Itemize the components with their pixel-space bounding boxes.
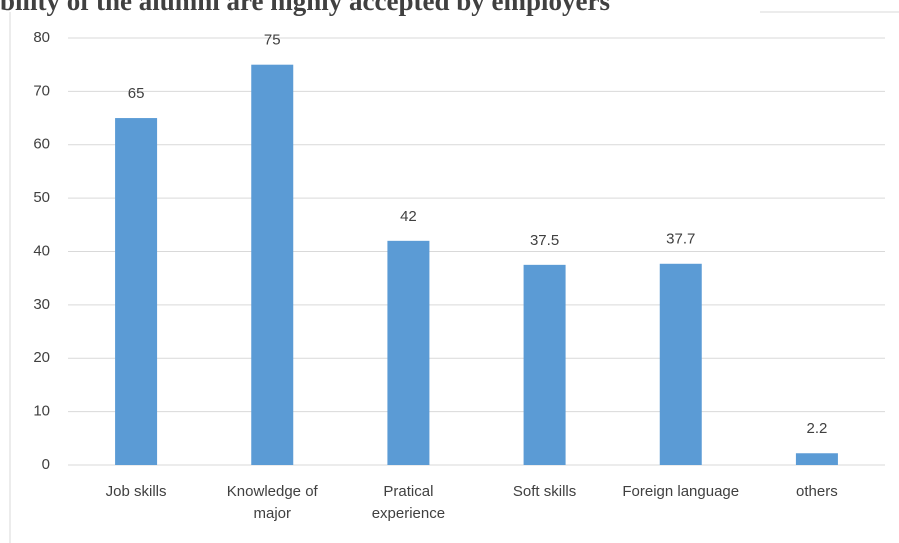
x-tick-label: Soft skills [512,483,577,500]
y-tick-label: 70 [33,82,50,99]
data-label: 75 [264,32,281,49]
bar [659,263,702,465]
bar [795,453,838,465]
bar [523,264,566,465]
y-tick-label: 30 [33,296,50,313]
y-tick-label: 10 [33,403,50,420]
chart-title: bility of the alumni are highly accepted… [0,0,610,16]
x-tick-label: Knowledge of major [226,483,318,522]
y-tick-label: 20 [33,349,50,366]
y-tick-label: 50 [33,189,50,206]
x-tick-label: others [796,483,838,500]
x-tick-label: Foreign language [622,483,740,500]
y-tick-label: 40 [33,242,50,259]
x-tick-label: Pratical experience [371,483,446,522]
y-tick-label: 60 [33,136,50,153]
data-label: 37.7 [666,231,695,248]
data-label: 42 [400,208,417,225]
y-tick-label: 80 [33,29,50,46]
data-label: 37.5 [530,232,559,249]
bar [387,240,430,465]
bar [251,64,294,465]
data-label: 65 [128,85,145,102]
bar [115,118,158,465]
y-tick-label: 0 [42,456,50,473]
data-label: 2.2 [806,420,827,437]
x-tick-label: Job skills [105,483,167,500]
